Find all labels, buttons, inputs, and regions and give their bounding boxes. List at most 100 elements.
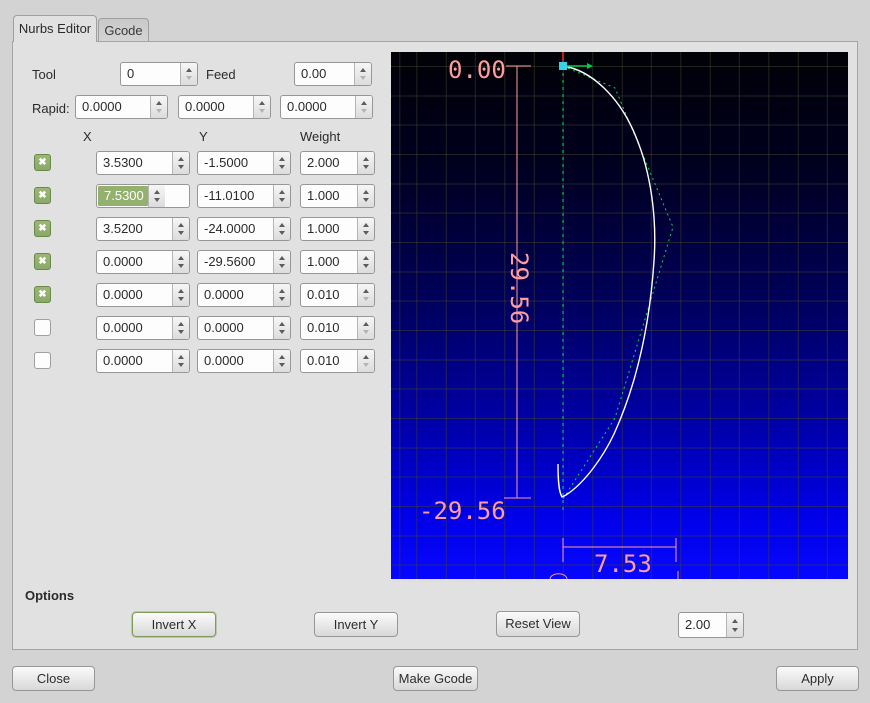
tab-gcode[interactable]: Gcode bbox=[98, 18, 149, 42]
row-2-weight-value[interactable]: 1.000 bbox=[307, 188, 340, 203]
spin-up-icon[interactable] bbox=[363, 223, 369, 227]
row-4-enable-checkbox[interactable]: ✖ bbox=[34, 253, 51, 270]
tool-value[interactable]: 0 bbox=[127, 66, 135, 81]
spin-up-icon[interactable] bbox=[361, 101, 367, 105]
spin-up-icon[interactable] bbox=[178, 223, 184, 227]
row-3-weight-stepper[interactable] bbox=[357, 218, 374, 240]
row-4-weight-value[interactable]: 1.000 bbox=[307, 254, 340, 269]
spin-up-icon[interactable] bbox=[732, 618, 738, 623]
row-1-weight-value[interactable]: 2.000 bbox=[307, 155, 340, 170]
spin-down-icon[interactable] bbox=[279, 264, 285, 268]
row-6-x-stepper[interactable] bbox=[172, 317, 189, 339]
row-5-y-stepper[interactable] bbox=[273, 284, 290, 306]
spin-up-icon[interactable] bbox=[186, 68, 192, 72]
spin-down-icon[interactable] bbox=[279, 297, 285, 301]
spin-down-icon[interactable] bbox=[363, 231, 369, 235]
row-2-weight-stepper[interactable] bbox=[357, 185, 374, 207]
rapid-stepper-3[interactable] bbox=[355, 96, 372, 118]
invert-x-button[interactable]: Invert X bbox=[132, 612, 216, 637]
row-7-x-spinbox[interactable]: 0.0000 bbox=[96, 349, 190, 373]
row-6-weight-stepper[interactable] bbox=[357, 317, 374, 339]
feed-stepper[interactable] bbox=[354, 63, 371, 85]
row-2-weight-spinbox[interactable]: 1.000 bbox=[300, 184, 375, 208]
spin-up-icon[interactable] bbox=[363, 256, 369, 260]
spin-up-icon[interactable] bbox=[178, 322, 184, 326]
row-4-x-value[interactable]: 0.0000 bbox=[103, 254, 143, 269]
row-5-x-spinbox[interactable]: 0.0000 bbox=[96, 283, 190, 307]
rapid-value-3[interactable]: 0.0000 bbox=[287, 99, 327, 114]
row-6-weight-spinbox[interactable]: 0.010 bbox=[300, 316, 375, 340]
spin-down-icon[interactable] bbox=[279, 363, 285, 367]
tab-nurbs-editor[interactable]: Nurbs Editor bbox=[13, 15, 97, 42]
spin-down-icon[interactable] bbox=[363, 264, 369, 268]
rapid-stepper-2[interactable] bbox=[253, 96, 270, 118]
grid-size-value[interactable]: 2.00 bbox=[685, 617, 711, 632]
row-4-x-stepper[interactable] bbox=[172, 251, 189, 273]
rapid-spinbox-1[interactable]: 0.0000 bbox=[75, 95, 168, 119]
row-2-y-spinbox[interactable]: -11.0100 bbox=[197, 184, 291, 208]
row-1-weight-spinbox[interactable]: 2.000 bbox=[300, 151, 375, 175]
spin-down-icon[interactable] bbox=[259, 109, 265, 113]
row-2-y-stepper[interactable] bbox=[273, 185, 290, 207]
spin-up-icon[interactable] bbox=[279, 190, 285, 194]
spin-up-icon[interactable] bbox=[178, 157, 184, 161]
row-3-x-stepper[interactable] bbox=[172, 218, 189, 240]
row-1-weight-stepper[interactable] bbox=[357, 152, 374, 174]
rapid-spinbox-2[interactable]: 0.0000 bbox=[178, 95, 271, 119]
spin-down-icon[interactable] bbox=[363, 165, 369, 169]
row-4-x-spinbox[interactable]: 0.0000 bbox=[96, 250, 190, 274]
row-6-y-stepper[interactable] bbox=[273, 317, 290, 339]
spin-up-icon[interactable] bbox=[279, 322, 285, 326]
row-3-x-value[interactable]: 3.5200 bbox=[103, 221, 143, 236]
row-7-weight-value[interactable]: 0.010 bbox=[307, 353, 340, 368]
spin-up-icon[interactable] bbox=[178, 289, 184, 293]
feed-value[interactable]: 0.00 bbox=[301, 66, 327, 81]
row-3-y-stepper[interactable] bbox=[273, 218, 290, 240]
spin-up-icon[interactable] bbox=[279, 289, 285, 293]
invert-y-button[interactable]: Invert Y bbox=[314, 612, 398, 637]
spin-up-icon[interactable] bbox=[279, 355, 285, 359]
apply-button[interactable]: Apply bbox=[776, 666, 859, 691]
spin-down-icon[interactable] bbox=[732, 627, 738, 632]
row-4-y-value[interactable]: -29.5600 bbox=[204, 254, 256, 269]
spin-down-icon[interactable] bbox=[178, 264, 184, 268]
tool-stepper[interactable] bbox=[180, 63, 197, 85]
row-5-x-value[interactable]: 0.0000 bbox=[103, 287, 143, 302]
rapid-value-1[interactable]: 0.0000 bbox=[82, 99, 122, 114]
spin-up-icon[interactable] bbox=[178, 355, 184, 359]
row-5-weight-spinbox[interactable]: 0.010 bbox=[300, 283, 375, 307]
row-7-x-stepper[interactable] bbox=[172, 350, 189, 372]
close-button[interactable]: Close bbox=[12, 666, 95, 691]
spin-up-icon[interactable] bbox=[279, 256, 285, 260]
row-1-y-spinbox[interactable]: -1.5000 bbox=[197, 151, 291, 175]
row-3-x-spinbox[interactable]: 3.5200 bbox=[96, 217, 190, 241]
spin-down-icon[interactable] bbox=[178, 330, 184, 334]
row-5-y-value[interactable]: 0.0000 bbox=[204, 287, 244, 302]
tool-spinbox[interactable]: 0 bbox=[120, 62, 198, 86]
spin-down-icon[interactable] bbox=[363, 297, 369, 301]
row-7-y-value[interactable]: 0.0000 bbox=[204, 353, 244, 368]
feed-spinbox[interactable]: 0.00 bbox=[294, 62, 372, 86]
row-6-weight-value[interactable]: 0.010 bbox=[307, 320, 340, 335]
row-5-enable-checkbox[interactable]: ✖ bbox=[34, 286, 51, 303]
spin-down-icon[interactable] bbox=[279, 198, 285, 202]
row-6-enable-checkbox[interactable]: ✖ bbox=[34, 319, 51, 336]
row-1-y-value[interactable]: -1.5000 bbox=[204, 155, 249, 170]
spin-down-icon[interactable] bbox=[279, 330, 285, 334]
spin-down-icon[interactable] bbox=[279, 165, 285, 169]
row-1-x-value[interactable]: 3.5300 bbox=[103, 155, 143, 170]
spin-down-icon[interactable] bbox=[178, 165, 184, 169]
spin-up-icon[interactable] bbox=[363, 289, 369, 293]
spin-up-icon[interactable] bbox=[153, 190, 160, 194]
spin-down-icon[interactable] bbox=[178, 363, 184, 367]
spin-down-icon[interactable] bbox=[279, 231, 285, 235]
row-5-weight-stepper[interactable] bbox=[357, 284, 374, 306]
row-7-enable-checkbox[interactable]: ✖ bbox=[34, 352, 51, 369]
row-6-y-value[interactable]: 0.0000 bbox=[204, 320, 244, 335]
row-3-enable-checkbox[interactable]: ✖ bbox=[34, 220, 51, 237]
row-1-x-spinbox[interactable]: 3.5300 bbox=[96, 151, 190, 175]
row-4-weight-stepper[interactable] bbox=[357, 251, 374, 273]
row-6-x-spinbox[interactable]: 0.0000 bbox=[96, 316, 190, 340]
row-5-y-spinbox[interactable]: 0.0000 bbox=[197, 283, 291, 307]
row-6-y-spinbox[interactable]: 0.0000 bbox=[197, 316, 291, 340]
